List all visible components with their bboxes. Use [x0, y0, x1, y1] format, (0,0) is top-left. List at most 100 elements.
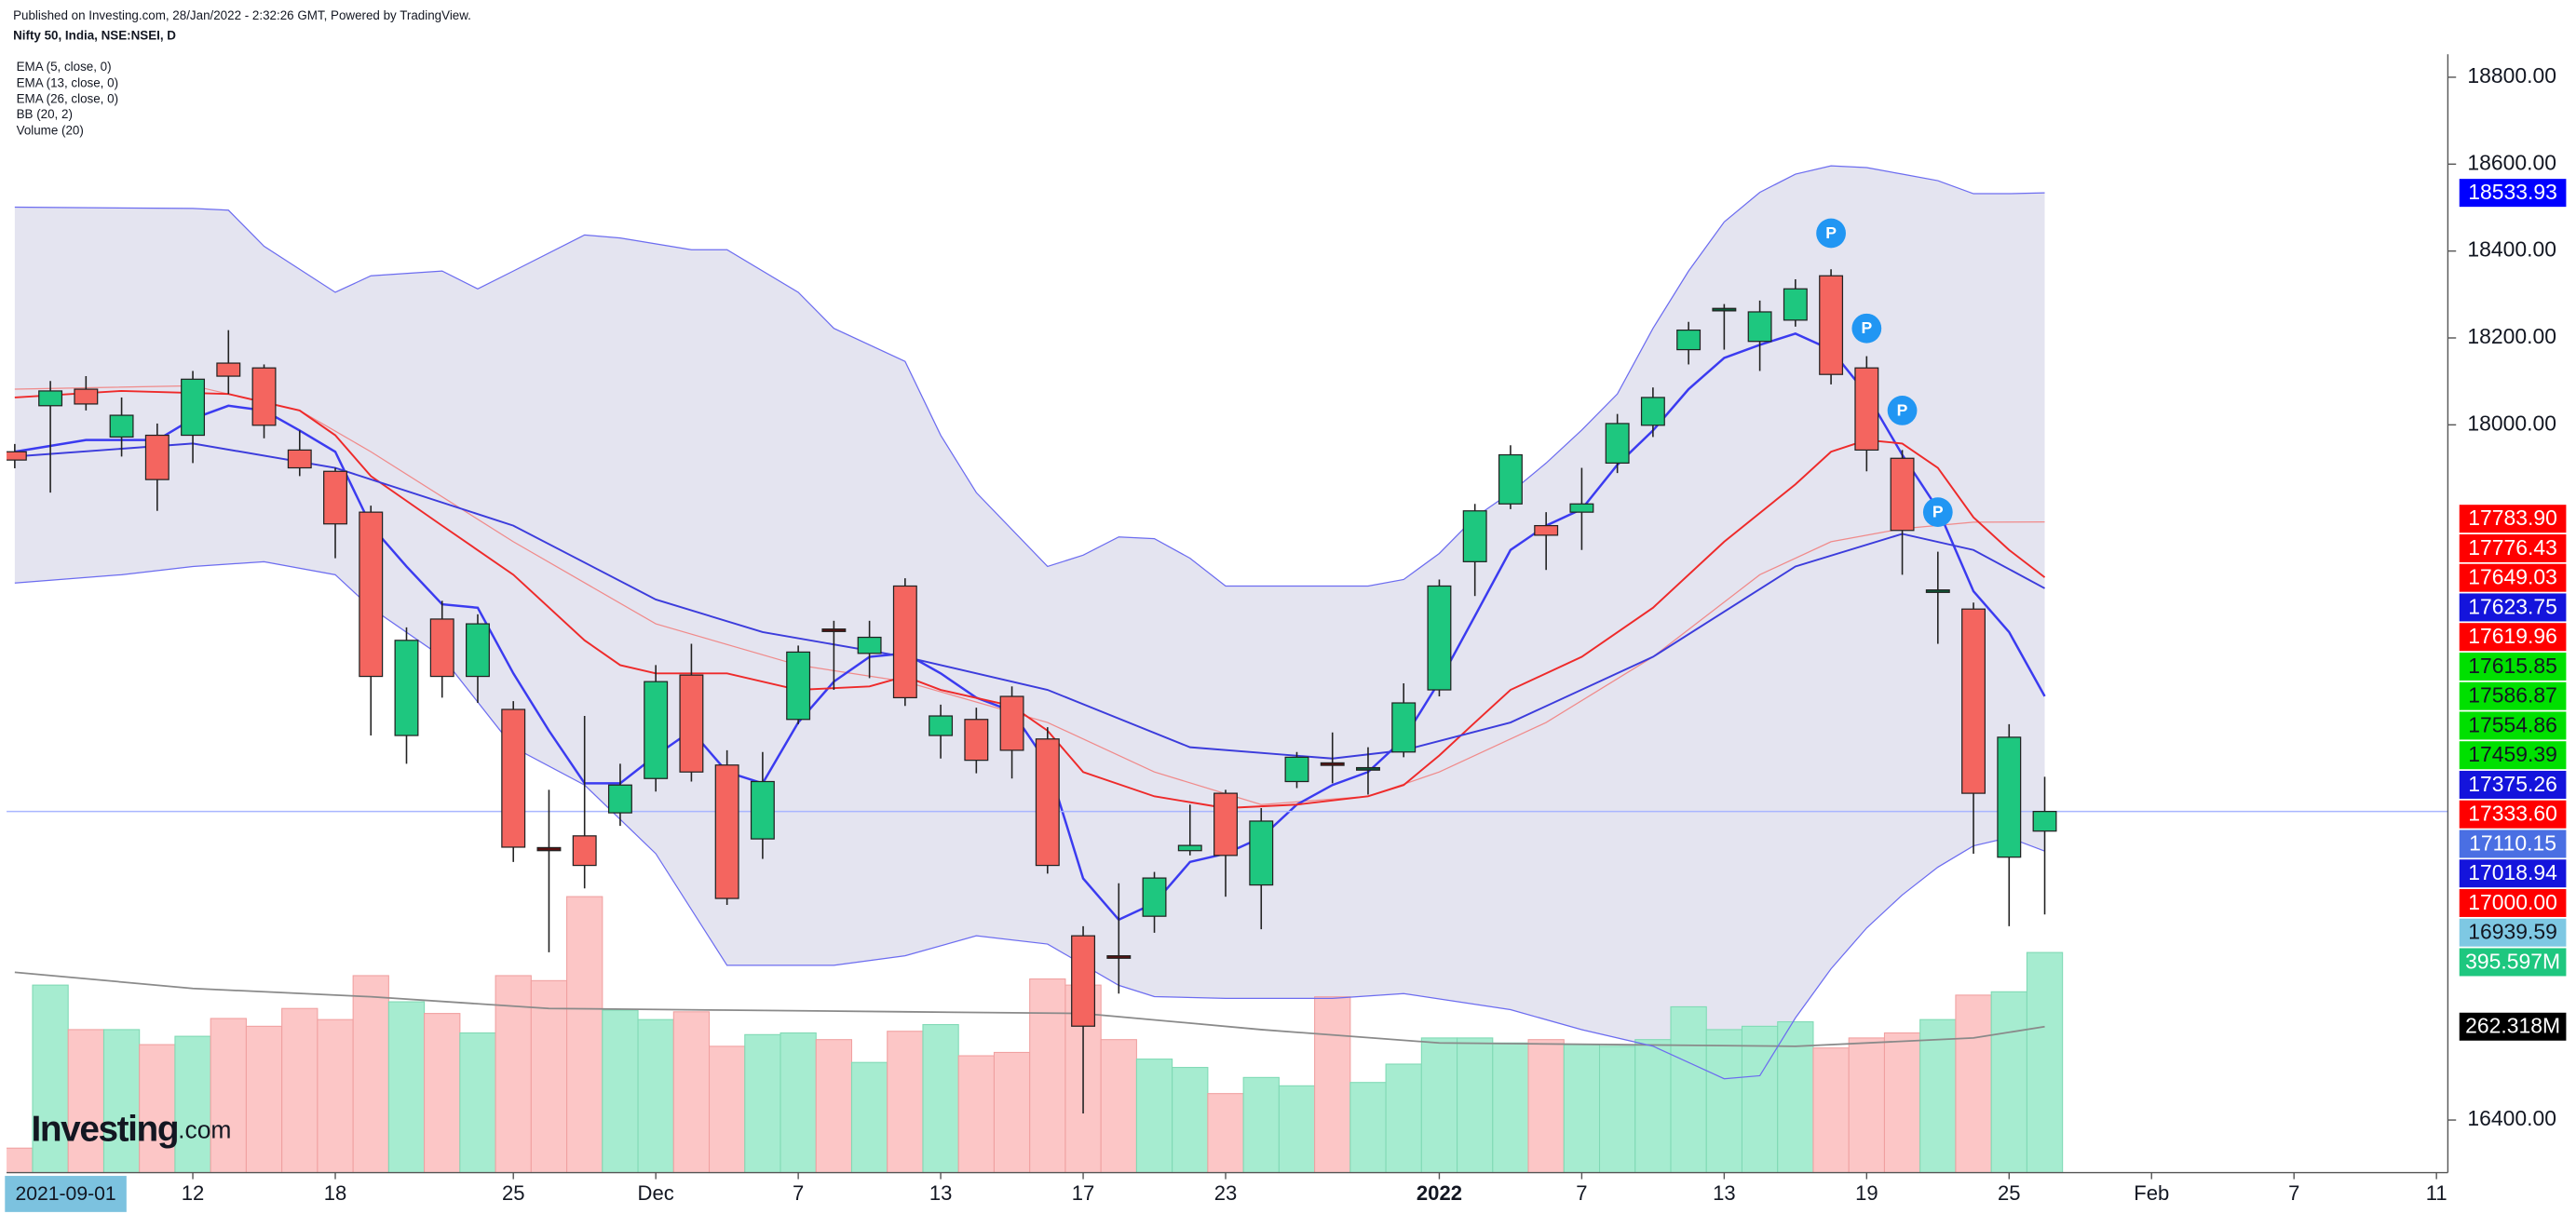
pivot-label: P — [1861, 318, 1872, 337]
candle-body — [1142, 877, 1167, 917]
candle-body — [466, 623, 490, 678]
legend-entry: EMA (13, close, 0) — [17, 76, 118, 90]
volume-bar — [1705, 1029, 1743, 1173]
volume-bar — [815, 1039, 853, 1173]
price-label-box — [2459, 681, 2567, 710]
x-tick-label: 25 — [1998, 1181, 2021, 1205]
volume-bar — [672, 1011, 711, 1173]
price-label: 16939.59 — [2468, 920, 2557, 944]
candle-body — [1890, 457, 1915, 532]
volume-bar — [602, 1009, 639, 1173]
price-label-box — [2459, 623, 2567, 652]
volume-bar — [1492, 1042, 1529, 1173]
y-tick-label: 18800.00 — [2467, 63, 2556, 88]
candle-body — [2032, 811, 2057, 832]
candle-body — [144, 434, 169, 480]
volume-bar — [1599, 1045, 1636, 1173]
price-label-box — [2459, 1012, 2567, 1041]
candle-body — [1071, 935, 1096, 1027]
price-label: 17623.75 — [2468, 594, 2557, 618]
candle-body — [7, 451, 27, 461]
candle-body — [1925, 589, 1950, 593]
plot-area: P P P P — [7, 165, 2448, 1173]
price-label: 17333.60 — [2468, 802, 2557, 826]
volume-bar — [709, 1045, 746, 1173]
candle-body — [1427, 585, 1452, 691]
volume-bar — [1848, 1037, 1885, 1173]
candle-body — [394, 640, 419, 736]
price-label: 17615.85 — [2468, 654, 2557, 678]
volume-bar — [495, 975, 532, 1173]
price-label-box — [2459, 918, 2567, 947]
volume-bar — [424, 1013, 461, 1173]
price-label-box — [2459, 711, 2567, 740]
candle-body — [1854, 367, 1879, 452]
candle-body — [1640, 397, 1665, 426]
candle-body — [1498, 453, 1523, 505]
x-tick-label: 13 — [1713, 1181, 1736, 1205]
x-tick-label: Feb — [2134, 1181, 2169, 1205]
volume-bar — [1135, 1059, 1173, 1173]
candle-body — [821, 628, 847, 632]
x-tick-label: 7 — [1576, 1181, 1587, 1205]
candle-body — [536, 846, 562, 852]
candle-body — [572, 835, 597, 867]
chart-title: Nifty 50, India, NSE:NSEI, D — [13, 28, 176, 42]
candle-body — [109, 414, 134, 438]
volume-bar — [139, 1044, 176, 1173]
price-label-box — [2459, 179, 2567, 208]
volume-bar — [1777, 1021, 1814, 1173]
price-label-box — [2459, 770, 2567, 799]
volume-bar — [245, 1025, 283, 1173]
candle-body — [1213, 792, 1238, 857]
price-label-box — [2459, 505, 2567, 533]
ema-line — [14, 389, 2046, 809]
price-label-box — [2459, 800, 2567, 829]
volume-bar — [922, 1024, 959, 1173]
volume-bar — [1242, 1076, 1280, 1173]
volume-bar — [352, 975, 389, 1173]
price-label-box — [2459, 652, 2567, 681]
bollinger-fill — [14, 166, 2045, 1079]
volume-bar — [850, 1061, 888, 1173]
price-label-box — [2459, 741, 2567, 770]
candle-body — [679, 674, 704, 773]
volume-bar — [1420, 1037, 1458, 1173]
pivot-marker — [1851, 313, 1882, 344]
volume-bar — [530, 979, 568, 1173]
y-tick-label: 16400.00 — [2467, 1106, 2556, 1130]
x-tick-label: 7 — [793, 1181, 804, 1205]
candle-body — [1961, 608, 1986, 794]
volume-bar — [1955, 994, 1992, 1173]
candle-body — [1356, 766, 1380, 771]
candle-body — [714, 764, 739, 899]
volume-bar — [1385, 1063, 1422, 1173]
volume-bar — [1919, 1018, 1957, 1173]
price-label: 395.597M — [2465, 949, 2560, 973]
pivot-label: P — [1825, 223, 1837, 242]
range-start-label: 2021-09-01 — [15, 1183, 115, 1205]
x-tick-label: Dec — [638, 1181, 674, 1205]
candle-body — [750, 780, 775, 840]
volume-bar — [174, 1035, 211, 1173]
price-label: 17649.03 — [2468, 565, 2557, 589]
price-label-box — [2459, 830, 2567, 858]
price-label: 17375.26 — [2468, 772, 2557, 796]
candle-body — [857, 636, 882, 654]
pivot-marker — [1816, 218, 1846, 249]
bollinger-basis — [14, 384, 2045, 805]
x-tick-label: 11 — [2426, 1181, 2447, 1205]
x-tick-label: 17 — [1072, 1181, 1095, 1205]
x-tick-label: 2022 — [1417, 1181, 1462, 1205]
volume-bar — [210, 1018, 247, 1173]
x-tick-label: 25 — [502, 1181, 525, 1205]
x-tick-label: 13 — [929, 1181, 953, 1205]
pivot-label: P — [1897, 400, 1908, 419]
volume-bar — [1670, 1005, 1707, 1173]
volume-bar — [566, 896, 603, 1173]
price-label: 17459.39 — [2468, 742, 2557, 766]
candle-body — [429, 618, 454, 678]
volume-bar — [1634, 1039, 1672, 1173]
candle-body — [892, 585, 917, 699]
volume-bar — [387, 1001, 426, 1173]
